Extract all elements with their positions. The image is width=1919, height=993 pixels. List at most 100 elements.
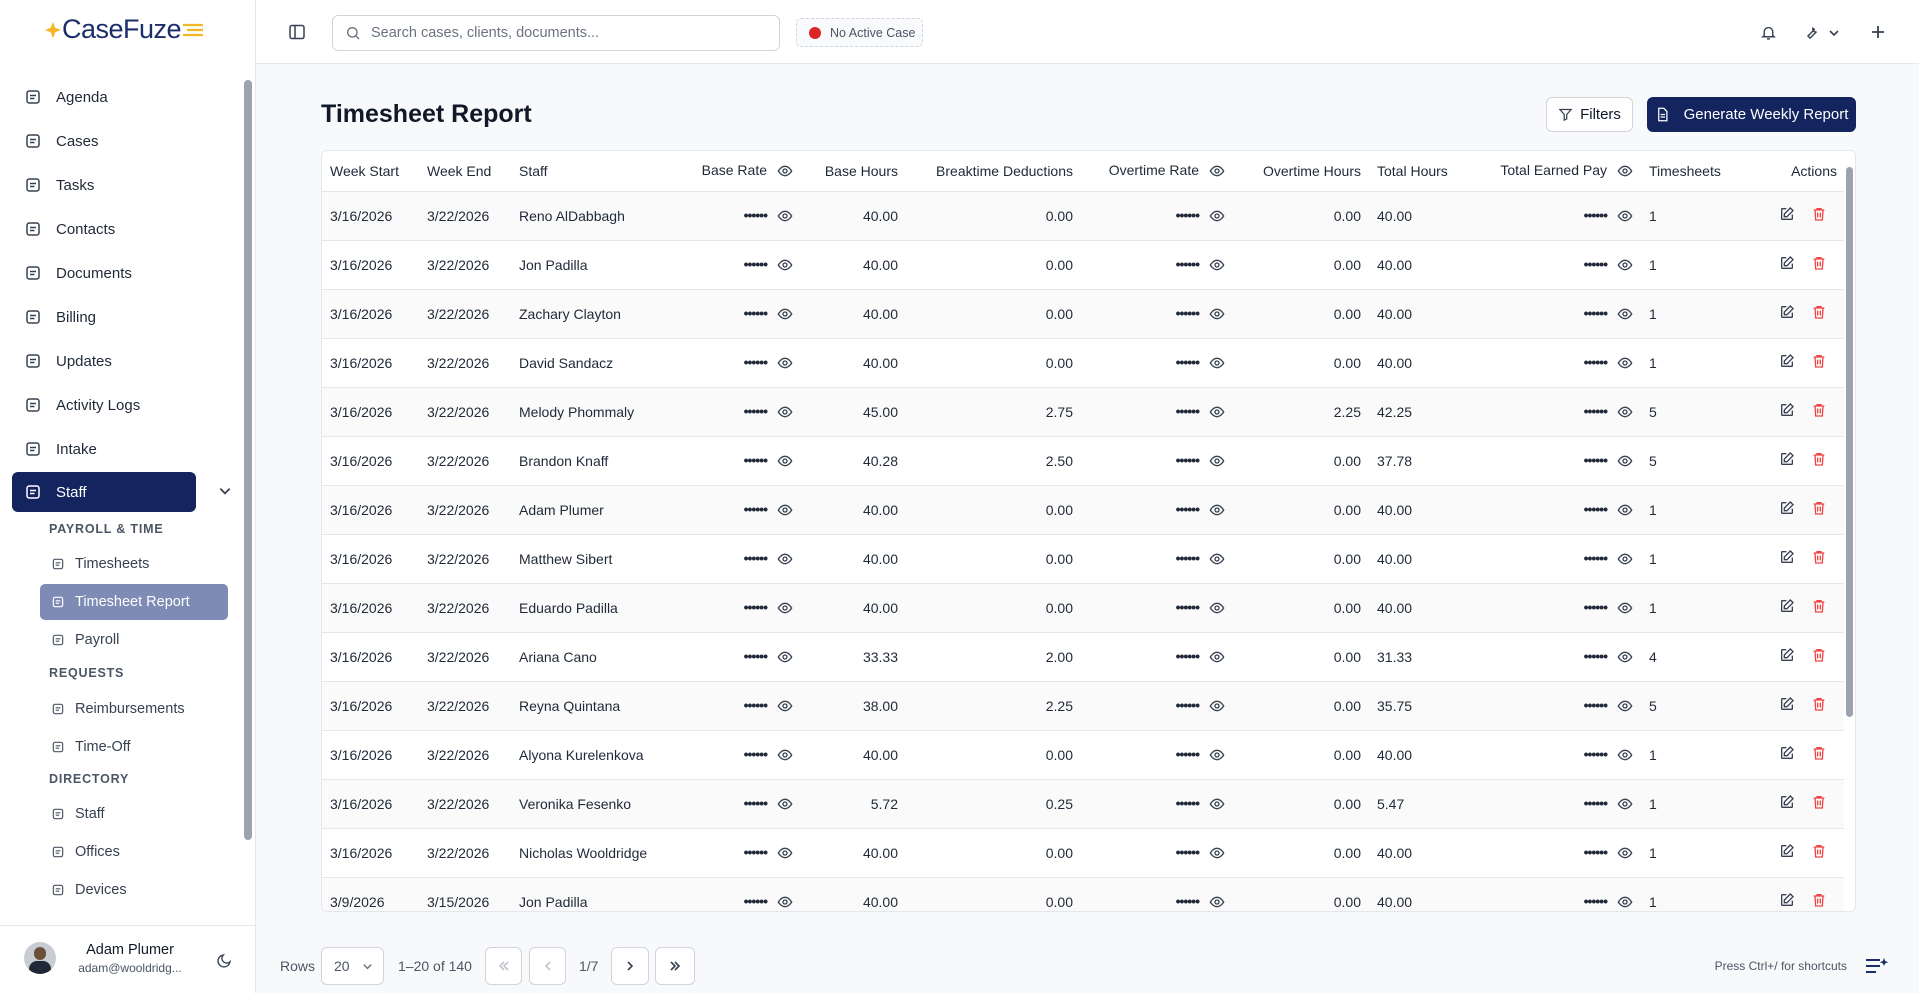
reveal-toggle[interactable]: [1607, 844, 1633, 860]
delete-button[interactable]: [1811, 745, 1827, 764]
reveal-toggle[interactable]: [1607, 256, 1633, 272]
delete-button[interactable]: [1811, 255, 1827, 274]
reveal-toggle[interactable]: [1199, 501, 1225, 517]
edit-button[interactable]: [1779, 892, 1795, 911]
nav-item[interactable]: Documents: [12, 253, 196, 293]
tools-menu[interactable]: [1803, 24, 1820, 41]
reveal-toggle[interactable]: [1199, 697, 1225, 713]
reveal-toggle[interactable]: [767, 795, 793, 811]
sub-nav-item[interactable]: Payroll: [40, 622, 228, 658]
edit-button[interactable]: [1779, 304, 1795, 323]
reveal-toggle[interactable]: [1199, 207, 1225, 223]
next-page[interactable]: [611, 947, 649, 985]
notifications[interactable]: [1760, 24, 1777, 41]
tools-chevron[interactable]: [1828, 27, 1840, 39]
reveal-toggle[interactable]: [1199, 256, 1225, 272]
reveal-toggle[interactable]: [1607, 795, 1633, 811]
delete-button[interactable]: [1811, 206, 1827, 225]
edit-button[interactable]: [1779, 843, 1795, 862]
reveal-toggle[interactable]: [767, 550, 793, 566]
reveal-toggle[interactable]: [1607, 599, 1633, 615]
reveal-toggle[interactable]: [767, 403, 793, 419]
last-page[interactable]: [655, 947, 695, 985]
reveal-toggle[interactable]: [1607, 697, 1633, 713]
edit-button[interactable]: [1779, 647, 1795, 666]
prev-page[interactable]: [529, 947, 566, 985]
reveal-toggle[interactable]: [767, 305, 793, 321]
delete-button[interactable]: [1811, 402, 1827, 421]
delete-button[interactable]: [1811, 696, 1827, 715]
reveal-toggle[interactable]: [767, 746, 793, 762]
reveal-toggle[interactable]: [767, 844, 793, 860]
reveal-toggle[interactable]: [767, 452, 793, 468]
reveal-toggle[interactable]: [767, 162, 793, 178]
case-status[interactable]: No Active Case: [796, 18, 923, 47]
reveal-toggle[interactable]: [767, 256, 793, 272]
reveal-toggle[interactable]: [1199, 354, 1225, 370]
reveal-toggle[interactable]: [1199, 893, 1225, 909]
delete-button[interactable]: [1811, 598, 1827, 617]
reveal-toggle[interactable]: [1607, 305, 1633, 321]
reveal-toggle[interactable]: [1199, 162, 1225, 178]
sub-nav-item[interactable]: Devices: [40, 872, 228, 908]
delete-button[interactable]: [1811, 647, 1827, 666]
reveal-toggle[interactable]: [1199, 550, 1225, 566]
delete-button[interactable]: [1811, 549, 1827, 568]
page-size-select[interactable]: 20: [321, 947, 384, 985]
reveal-toggle[interactable]: [767, 354, 793, 370]
first-page[interactable]: [485, 947, 522, 985]
sub-nav-item[interactable]: Staff: [40, 796, 228, 832]
add-button[interactable]: [1870, 24, 1886, 40]
reveal-toggle[interactable]: [1607, 452, 1633, 468]
nav-item[interactable]: Agenda: [12, 77, 196, 117]
reveal-toggle[interactable]: [1199, 452, 1225, 468]
reveal-toggle[interactable]: [1199, 844, 1225, 860]
reveal-toggle[interactable]: [1199, 305, 1225, 321]
reveal-toggle[interactable]: [1199, 648, 1225, 664]
reveal-toggle[interactable]: [767, 599, 793, 615]
reveal-toggle[interactable]: [1199, 795, 1225, 811]
edit-button[interactable]: [1779, 794, 1795, 813]
reveal-toggle[interactable]: [1607, 648, 1633, 664]
edit-button[interactable]: [1779, 500, 1795, 519]
edit-button[interactable]: [1779, 206, 1795, 225]
nav-item[interactable]: Billing: [12, 297, 196, 337]
delete-button[interactable]: [1811, 353, 1827, 372]
reveal-toggle[interactable]: [767, 648, 793, 664]
nav-item[interactable]: Tasks: [12, 165, 196, 205]
reveal-toggle[interactable]: [1607, 354, 1633, 370]
delete-button[interactable]: [1811, 500, 1827, 519]
reveal-toggle[interactable]: [767, 697, 793, 713]
reveal-toggle[interactable]: [1199, 599, 1225, 615]
reveal-toggle[interactable]: [1607, 403, 1633, 419]
edit-button[interactable]: [1779, 598, 1795, 617]
edit-button[interactable]: [1779, 255, 1795, 274]
filters-button[interactable]: Filters: [1546, 97, 1633, 132]
search-box[interactable]: Search cases, clients, documents...: [332, 15, 780, 51]
delete-button[interactable]: [1811, 892, 1827, 911]
nav-item[interactable]: Contacts: [12, 209, 196, 249]
sub-nav-item[interactable]: Offices: [40, 834, 228, 870]
delete-button[interactable]: [1811, 451, 1827, 470]
nav-item[interactable]: Cases: [12, 121, 196, 161]
sub-nav-item[interactable]: Reimbursements: [40, 691, 228, 727]
edit-button[interactable]: [1779, 402, 1795, 421]
edit-button[interactable]: [1779, 451, 1795, 470]
nav-item[interactable]: Intake: [12, 429, 196, 469]
edit-button[interactable]: [1779, 696, 1795, 715]
edit-button[interactable]: [1779, 353, 1795, 372]
generate-button[interactable]: Generate Weekly Report: [1647, 97, 1856, 132]
sub-nav-item[interactable]: Timesheets: [40, 546, 228, 582]
shortcuts-button[interactable]: [1864, 955, 1890, 979]
reveal-toggle[interactable]: [1199, 403, 1225, 419]
edit-button[interactable]: [1779, 745, 1795, 764]
nav-item[interactable]: Activity Logs: [12, 385, 196, 425]
reveal-toggle[interactable]: [767, 501, 793, 517]
theme-toggle[interactable]: [216, 953, 232, 969]
reveal-toggle[interactable]: [767, 893, 793, 909]
reveal-toggle[interactable]: [1199, 746, 1225, 762]
reveal-toggle[interactable]: [1607, 207, 1633, 223]
sidebar-toggle[interactable]: [289, 24, 305, 40]
reveal-toggle[interactable]: [767, 207, 793, 223]
reveal-toggle[interactable]: [1607, 162, 1633, 178]
